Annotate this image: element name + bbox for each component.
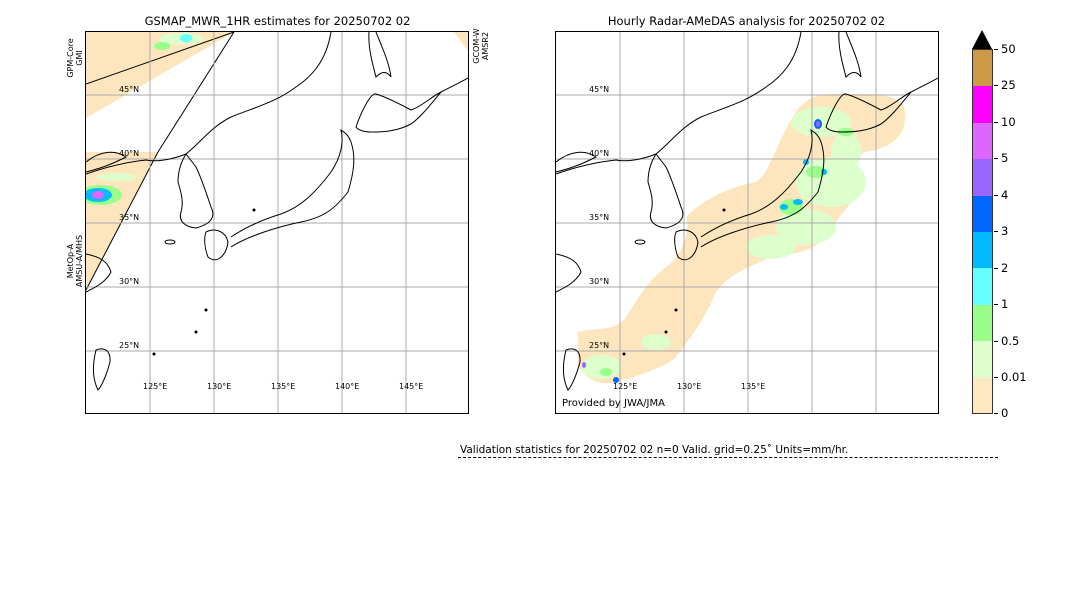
left-lat-label-45: 45°N	[119, 85, 140, 94]
colorbar-seg-0.5-1	[973, 304, 992, 342]
right-lon-label-130: 130°E	[677, 382, 702, 391]
right-map-panel: 45°N 40°N 35°N 30°N 25°N 125°E 130°E 135…	[555, 31, 939, 414]
right-map-canvas	[556, 32, 938, 413]
sakhalin-coast	[368, 32, 392, 78]
left-map-canvas	[86, 32, 468, 413]
colorbar-tick-25: 25	[994, 78, 1016, 92]
colorbar-tick-10: 10	[994, 115, 1016, 129]
right-lat-label-30: 30°N	[589, 277, 610, 286]
left-lat-label-25: 25°N	[119, 341, 140, 350]
right-lon-label-125: 125°E	[613, 382, 638, 391]
colorbar-seg-10-25	[973, 86, 992, 123]
left-panel-title: GSMAP_MWR_1HR estimates for 20250702 02	[144, 14, 411, 28]
gmi-swath	[86, 32, 234, 118]
colorbar-seg-4-5	[973, 159, 992, 196]
colorbar-seg-0.01-0.5	[973, 341, 992, 378]
right-lon-label-135: 135°E	[741, 382, 766, 391]
left-map-panel: 45°N 40°N 35°N 30°N 25°N 125°E 130°E 135…	[85, 31, 469, 414]
validation-divider	[458, 457, 998, 458]
colorbar-tick-2: 2	[994, 261, 1008, 275]
right-lat-label-25: 25°N	[589, 341, 610, 350]
sensor-label-metop-amsu: MetOp-A AMSU-A/MHS	[66, 234, 84, 288]
colorbar-seg-3-4	[973, 195, 992, 232]
radar-coverage	[578, 93, 906, 384]
colorbar-tick-0.01: 0.01	[994, 370, 1027, 384]
china-east-coast	[86, 253, 112, 293]
right-lat-label-45: 45°N	[589, 85, 610, 94]
left-lon-label-125: 125°E	[143, 382, 168, 391]
right-lat-label-35: 35°N	[589, 213, 610, 222]
honshu-coast	[230, 128, 355, 248]
validation-statistics: Validation statistics for 20250702 02 n=…	[460, 444, 849, 456]
left-lon-label-145: 145°E	[399, 382, 424, 391]
colorbar-tick-5: 5	[994, 151, 1008, 165]
korea-coast	[177, 153, 214, 229]
right-panel-title: Hourly Radar-AMeDAS analysis for 2025070…	[607, 14, 886, 28]
kyushu-coast	[204, 229, 229, 261]
colorbar-seg-2-3	[973, 232, 992, 269]
sensor-label-gcomw-amsr2: GCOM-W AMSR2	[472, 28, 490, 64]
colorbar-tick-1: 1	[994, 297, 1008, 311]
left-lat-label-30: 30°N	[119, 277, 140, 286]
colorbar-tick-0.5: 0.5	[994, 334, 1019, 348]
taiwan-coast	[92, 348, 111, 391]
colorbar-seg-5-10	[973, 122, 992, 160]
asia-coast	[86, 32, 332, 175]
data-credit: Provided by JWA/JMA	[562, 398, 665, 409]
left-lon-label-135: 135°E	[271, 382, 296, 391]
colorbar-tick-3: 3	[994, 224, 1008, 238]
colorbar-tick-0: 0	[994, 406, 1008, 420]
colorbar-seg-25-50	[973, 50, 992, 87]
hokkaido-coast	[355, 91, 442, 133]
colorbar	[972, 49, 993, 414]
colorbar-seg-1-2	[973, 268, 992, 305]
colorbar-tick-4: 4	[994, 188, 1008, 202]
colorbar-seg-0-0.01	[973, 377, 992, 413]
right-lat-label-40: 40°N	[589, 149, 610, 158]
sensor-label-gpm-gmi: GPM-Core GMI	[66, 38, 84, 78]
left-lon-label-140: 140°E	[335, 382, 360, 391]
colorbar-extend-arrow	[972, 30, 992, 49]
left-lat-label-40: 40°N	[119, 149, 140, 158]
colorbar-tick-50: 50	[994, 42, 1016, 56]
left-lon-label-130: 130°E	[207, 382, 232, 391]
left-lat-label-35: 35°N	[119, 213, 140, 222]
amsr2-swath	[454, 32, 468, 52]
